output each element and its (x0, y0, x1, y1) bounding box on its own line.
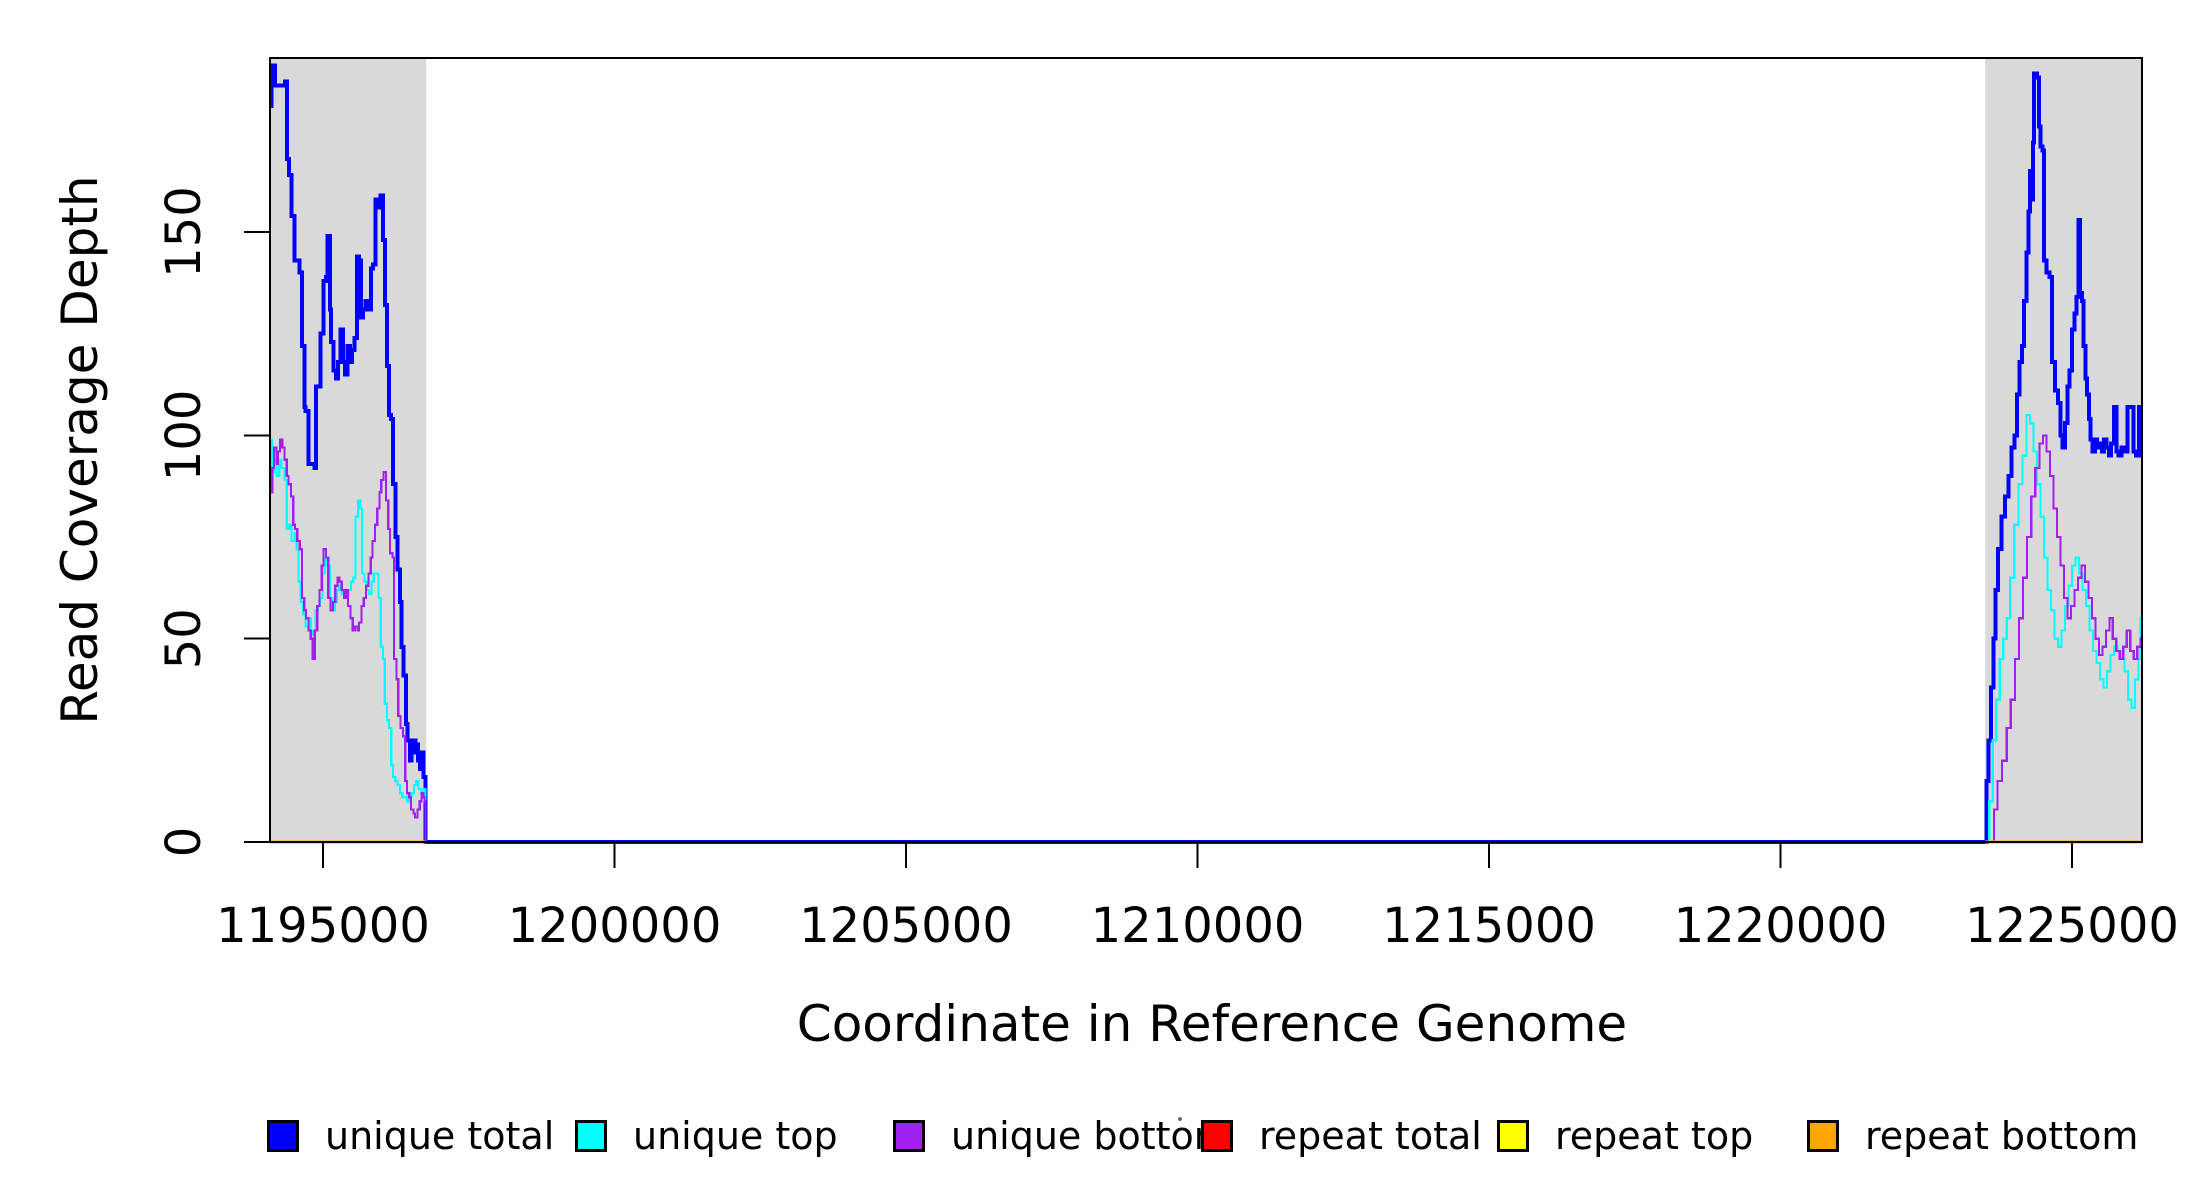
legend-item-repeat-top: repeat top (1497, 1114, 1753, 1158)
repeat-top-swatch-icon (1497, 1120, 1529, 1152)
series-line-unique-total (269, 63, 2142, 844)
legend-label: repeat total (1259, 1114, 1482, 1158)
series-line-unique-top (270, 413, 2144, 844)
legend-item-unique-total: unique total (267, 1114, 554, 1158)
x-tick-label: 1195000 (216, 898, 430, 954)
legend-label: repeat bottom (1865, 1114, 2139, 1158)
legend-item-unique-top: unique top (575, 1114, 838, 1158)
x-tick-label: 1215000 (1382, 898, 1596, 954)
legend-item-repeat-total: repeat total (1201, 1114, 1482, 1158)
x-axis-title: Coordinate in Reference Genome (796, 995, 1628, 1053)
y-axis-title: Read Coverage Depth (51, 175, 109, 725)
x-tick-label: 1210000 (1091, 898, 1305, 954)
legend: unique total unique top unique bottom re… (0, 1114, 2200, 1158)
legend-item-unique-bottom: unique bottom (893, 1114, 1231, 1158)
legend-label: unique top (633, 1114, 838, 1158)
legend-label: unique total (325, 1114, 555, 1158)
legend-item-repeat-bottom: repeat bottom (1807, 1114, 2138, 1158)
repeat-bottom-swatch-icon (1807, 1120, 1839, 1152)
x-tick-label: 1225000 (1965, 898, 2179, 954)
unique-top-swatch-icon (575, 1120, 607, 1152)
y-tick-label: 0 (156, 827, 212, 858)
speck-artifact (1178, 1117, 1182, 1121)
y-tick-label: 100 (156, 390, 212, 482)
x-tick-label: 1200000 (508, 898, 722, 954)
x-tick-label: 1220000 (1674, 898, 1888, 954)
unique-bottom-swatch-icon (893, 1120, 925, 1152)
y-tick-label: 150 (156, 186, 212, 278)
legend-label: unique bottom (951, 1114, 1231, 1158)
x-tick-label: 1205000 (799, 898, 1013, 954)
series-line-unique-bottom (270, 434, 2144, 844)
shaded-repeat-region (270, 58, 427, 842)
legend-label: repeat top (1555, 1114, 1754, 1158)
repeat-total-swatch-icon (1201, 1120, 1233, 1152)
y-tick-label: 50 (156, 608, 212, 669)
unique-total-swatch-icon (267, 1120, 299, 1152)
plot-box (269, 57, 2143, 843)
